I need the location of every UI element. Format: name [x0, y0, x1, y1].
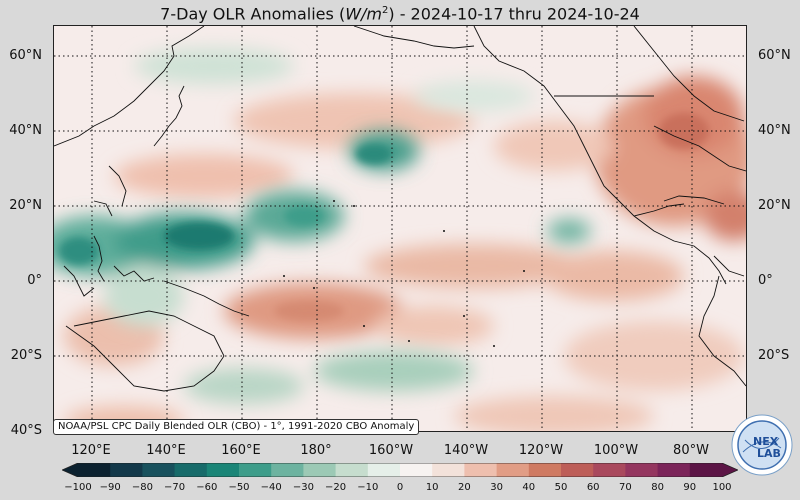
- lat-label-right-40n: 40°N: [758, 123, 791, 138]
- colorbar-extend-low: [62, 463, 78, 477]
- colorbar-tick-label: −50: [228, 482, 250, 493]
- colorbar-segment: [496, 463, 530, 477]
- colorbar-tick-label: 20: [458, 482, 471, 493]
- lat-label-left-40n: 40°N: [9, 123, 42, 138]
- map-title: 7-Day OLR Anomalies (W/m2) - 2024-10-17 …: [160, 4, 640, 24]
- lat-label-left-0: 0°: [27, 273, 42, 288]
- lat-label-left-60n: 60°N: [9, 48, 42, 63]
- colorbar-tick-label: 100: [712, 482, 732, 493]
- colorbar-segment: [657, 463, 691, 477]
- small-islands: [283, 200, 525, 347]
- lon-label-160e: 160°E: [221, 443, 261, 458]
- lon-label-80w: 80°W: [673, 443, 709, 458]
- lon-label-100w: 100°W: [593, 443, 639, 458]
- lon-label-120w: 120°W: [518, 443, 564, 458]
- colorbar-tick-label: −100: [64, 482, 92, 493]
- colorbar-segment: [625, 463, 659, 477]
- colorbar-tick-label: 0: [396, 482, 404, 493]
- colorbar-segment: [367, 463, 401, 477]
- colorbar-tick-label: −90: [99, 482, 121, 493]
- colorbar-segment: [110, 463, 143, 477]
- colorbar-tick-label: 40: [522, 482, 536, 493]
- logo-text-line1: NEX: [753, 435, 779, 448]
- colorbar-segment: [400, 463, 433, 477]
- lat-label-right-60n: 60°N: [758, 48, 791, 63]
- colorbar-segment: [335, 463, 369, 477]
- lon-label-180: 180°: [300, 443, 332, 458]
- colorbar-segment: [593, 463, 626, 477]
- positive-anomaly-field: [64, 76, 746, 431]
- lat-label-right-0: 0°: [758, 273, 773, 288]
- colorbar-tick-label: −70: [164, 482, 186, 493]
- colorbar-tick-label: −10: [357, 482, 379, 493]
- lon-label-160w: 160°W: [368, 443, 414, 458]
- colorbar-segment: [142, 463, 176, 477]
- colorbar-tick-label: 80: [651, 482, 664, 493]
- lon-label-140w: 140°W: [443, 443, 489, 458]
- colorbar-segment: [464, 463, 498, 477]
- colorbar-tick-label: −80: [131, 482, 153, 493]
- colorbar-tick-label: −20: [325, 482, 347, 493]
- colorbar-tick-label: 10: [425, 482, 439, 493]
- lon-label-120e: 120°E: [71, 443, 111, 458]
- olr-anomaly-map: [53, 25, 747, 432]
- colorbar-tick-label: −60: [196, 482, 218, 493]
- colorbar-segment: [206, 463, 240, 477]
- lat-label-right-20s: 20°S: [758, 348, 790, 363]
- colorbar-segment: [528, 463, 562, 477]
- colorbar-segment: [303, 463, 337, 477]
- colorbar-tick-label: 90: [683, 482, 697, 493]
- lat-label-left-40s: 40°S: [10, 423, 42, 438]
- colorbar-segment: [78, 463, 111, 477]
- map-canvas: [54, 26, 746, 431]
- colorbar-segment: [432, 463, 465, 477]
- logo-text-line2: LAB: [757, 447, 781, 460]
- data-source-credit: NOAA/PSL CPC Daily Blended OLR (CBO) - 1…: [53, 419, 420, 435]
- colorbar-tick-label: 60: [586, 482, 600, 493]
- colorbar-tick-label: 50: [554, 482, 568, 493]
- lat-label-left-20n: 20°N: [9, 198, 42, 213]
- colorbar-tick-label: −30: [292, 482, 314, 493]
- anomaly-core-spots: [59, 113, 709, 321]
- colorbar-tick-label: 70: [619, 482, 632, 493]
- colorbar-extend-high: [722, 463, 738, 477]
- nexlab-logo: NEX LAB: [731, 414, 793, 476]
- colorbar-segment: [561, 463, 594, 477]
- colorbar-tick-label: −40: [260, 482, 282, 493]
- coastlines: [54, 26, 746, 392]
- lat-label-left-20s: 20°S: [10, 348, 42, 363]
- colorbar-segment: [689, 463, 723, 477]
- colorbar-segment: [239, 463, 272, 477]
- colorbar: [62, 463, 738, 477]
- lon-label-140e: 140°E: [146, 443, 186, 458]
- lat-label-right-20n: 20°N: [758, 198, 791, 213]
- colorbar-tick-label: 30: [490, 482, 503, 493]
- gridlines: [54, 26, 746, 431]
- colorbar-segment: [271, 463, 304, 477]
- colorbar-segment: [174, 463, 208, 477]
